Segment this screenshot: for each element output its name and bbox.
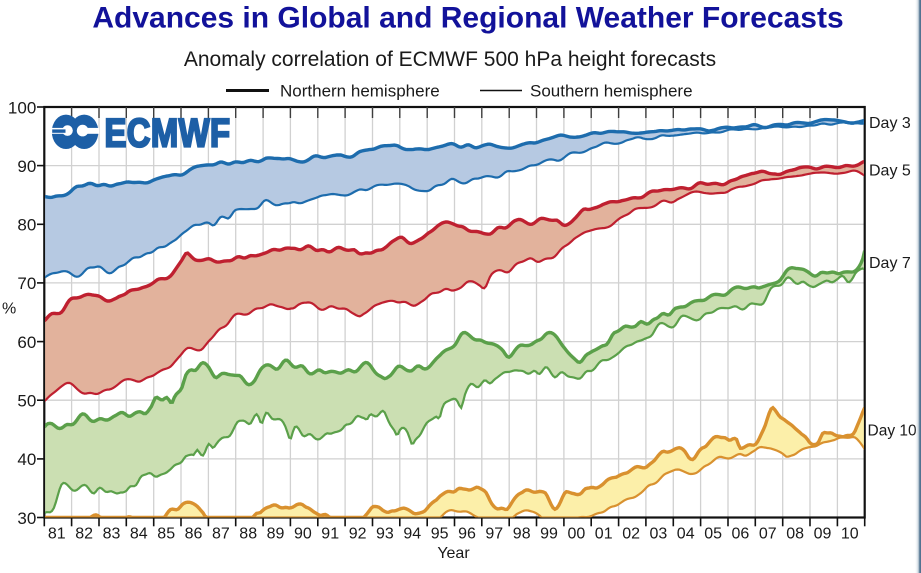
svg-text:%: % — [2, 301, 16, 318]
svg-text:03: 03 — [650, 526, 668, 543]
svg-text:Southern hemisphere: Southern hemisphere — [530, 82, 693, 101]
svg-text:83: 83 — [103, 526, 121, 543]
svg-text:04: 04 — [677, 526, 695, 543]
svg-text:02: 02 — [622, 526, 640, 543]
svg-text:90: 90 — [294, 526, 312, 543]
svg-text:ECMWF: ECMWF — [105, 110, 231, 155]
svg-text:05: 05 — [704, 526, 722, 543]
svg-text:98: 98 — [513, 526, 531, 543]
svg-text:Day 7: Day 7 — [869, 255, 911, 272]
svg-text:50: 50 — [17, 392, 36, 411]
svg-text:70: 70 — [17, 274, 36, 293]
svg-text:10: 10 — [841, 526, 859, 543]
svg-text:30: 30 — [17, 509, 36, 528]
svg-text:93: 93 — [376, 526, 394, 543]
svg-text:Advances in Global and Regiona: Advances in Global and Regional Weather … — [92, 2, 843, 35]
svg-text:08: 08 — [786, 526, 804, 543]
svg-text:89: 89 — [267, 526, 285, 543]
svg-text:Day 3: Day 3 — [869, 115, 911, 132]
svg-text:09: 09 — [814, 526, 832, 543]
svg-text:40: 40 — [17, 450, 36, 469]
svg-text:90: 90 — [17, 157, 36, 176]
svg-text:00: 00 — [568, 526, 586, 543]
svg-text:96: 96 — [458, 526, 476, 543]
svg-text:87: 87 — [212, 526, 230, 543]
svg-text:Northern hemisphere: Northern hemisphere — [280, 82, 440, 101]
svg-text:100: 100 — [8, 98, 36, 117]
svg-text:81: 81 — [48, 526, 66, 543]
svg-text:92: 92 — [349, 526, 367, 543]
svg-text:85: 85 — [157, 526, 175, 543]
svg-text:Year: Year — [437, 545, 470, 562]
svg-text:82: 82 — [75, 526, 93, 543]
svg-text:Anomaly correlation of ECMWF 5: Anomaly correlation of ECMWF 500 hPa hei… — [184, 48, 716, 71]
svg-text:88: 88 — [239, 526, 257, 543]
svg-text:07: 07 — [759, 526, 777, 543]
svg-text:86: 86 — [185, 526, 203, 543]
svg-text:60: 60 — [17, 333, 36, 352]
svg-text:94: 94 — [403, 526, 421, 543]
svg-text:95: 95 — [431, 526, 449, 543]
svg-text:99: 99 — [540, 526, 558, 543]
svg-text:06: 06 — [732, 526, 750, 543]
svg-text:Day 5: Day 5 — [869, 163, 911, 180]
svg-text:01: 01 — [595, 526, 613, 543]
svg-text:Day 10: Day 10 — [868, 423, 917, 440]
svg-text:84: 84 — [130, 526, 148, 543]
svg-text:91: 91 — [321, 526, 339, 543]
svg-text:97: 97 — [485, 526, 503, 543]
svg-text:80: 80 — [17, 216, 36, 235]
